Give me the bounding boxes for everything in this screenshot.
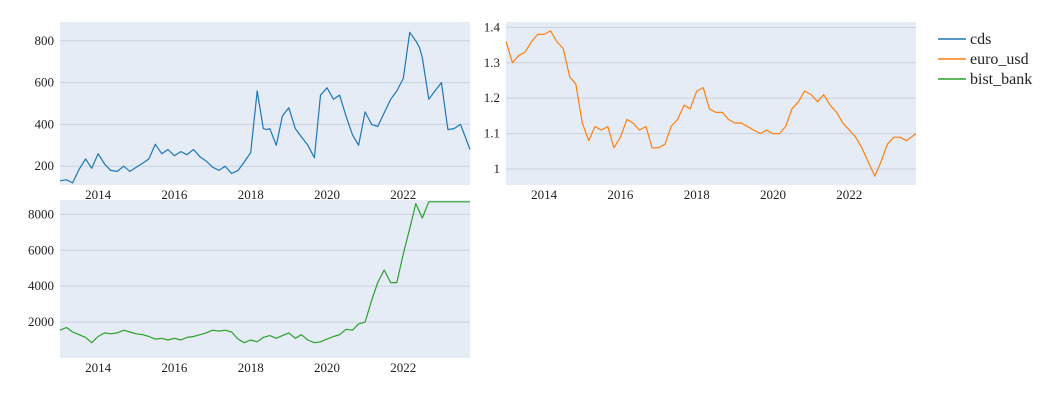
bist-bank-y-tick-label: 8000 bbox=[28, 206, 54, 221]
euro-usd-x-tick-label: 2022 bbox=[836, 187, 862, 202]
cds-x-tick-label: 2014 bbox=[85, 187, 112, 202]
legend-label-bist-bank[interactable]: bist_bank bbox=[970, 71, 1032, 88]
euro-usd-plot-area bbox=[506, 22, 916, 185]
cds-series-line bbox=[59, 31, 471, 184]
bist-bank-x-tick-label: 2016 bbox=[161, 360, 188, 375]
bist-bank-y-tick-label: 2000 bbox=[28, 314, 54, 329]
euro-usd-y-tick-label: 1.4 bbox=[484, 19, 501, 34]
legend-label-cds[interactable]: cds bbox=[970, 31, 991, 48]
bist-bank-x-tick-label: 2022 bbox=[390, 360, 416, 375]
cds-y-tick-label: 800 bbox=[35, 33, 55, 48]
euro-usd-x-tick-label: 2020 bbox=[760, 187, 786, 202]
bist-bank-y-tick-label: 4000 bbox=[28, 278, 54, 293]
euro-usd-y-tick-label: 1 bbox=[494, 161, 501, 176]
euro-usd-y-tick-label: 1.3 bbox=[484, 55, 500, 70]
bist-bank-x-tick-label: 2014 bbox=[85, 360, 112, 375]
cds-panel: 200 400 600 800 2014 2016 2018 2020 2022 bbox=[35, 22, 471, 202]
bist-bank-panel: 2000 4000 6000 8000 2014 2016 2018 2020 2022 bbox=[28, 200, 470, 375]
euro-usd-x-tick-label: 2018 bbox=[684, 187, 710, 202]
euro-usd-panel: 1 1.1 1.2 1.3 1.4 2014 2016 2018 2020 2022 bbox=[484, 19, 917, 202]
euro-usd-x-tick-label: 2014 bbox=[531, 187, 558, 202]
cds-plot-area bbox=[60, 22, 470, 185]
cds-y-tick-label: 200 bbox=[35, 158, 55, 173]
cds-y-tick-label: 600 bbox=[35, 75, 55, 90]
cds-y-tick-label: 400 bbox=[35, 116, 55, 131]
cds-x-tick-label: 2022 bbox=[390, 187, 416, 202]
legend: cds euro_usd bist_bank bbox=[938, 31, 1032, 88]
bist-bank-x-tick-label: 2018 bbox=[238, 360, 264, 375]
bist-bank-series-line bbox=[59, 201, 470, 344]
bist-bank-plot-area bbox=[60, 200, 470, 358]
cds-x-tick-label: 2018 bbox=[238, 187, 264, 202]
legend-label-euro-usd[interactable]: euro_usd bbox=[970, 51, 1029, 68]
euro-usd-x-tick-label: 2016 bbox=[607, 187, 634, 202]
cds-x-tick-label: 2016 bbox=[161, 187, 188, 202]
bist-bank-y-tick-label: 6000 bbox=[28, 242, 54, 257]
euro-usd-series-line bbox=[505, 30, 917, 177]
cds-x-tick-label: 2020 bbox=[314, 187, 340, 202]
euro-usd-y-tick-label: 1.2 bbox=[484, 90, 500, 105]
bist-bank-x-tick-label: 2020 bbox=[314, 360, 340, 375]
euro-usd-y-tick-label: 1.1 bbox=[484, 126, 500, 141]
